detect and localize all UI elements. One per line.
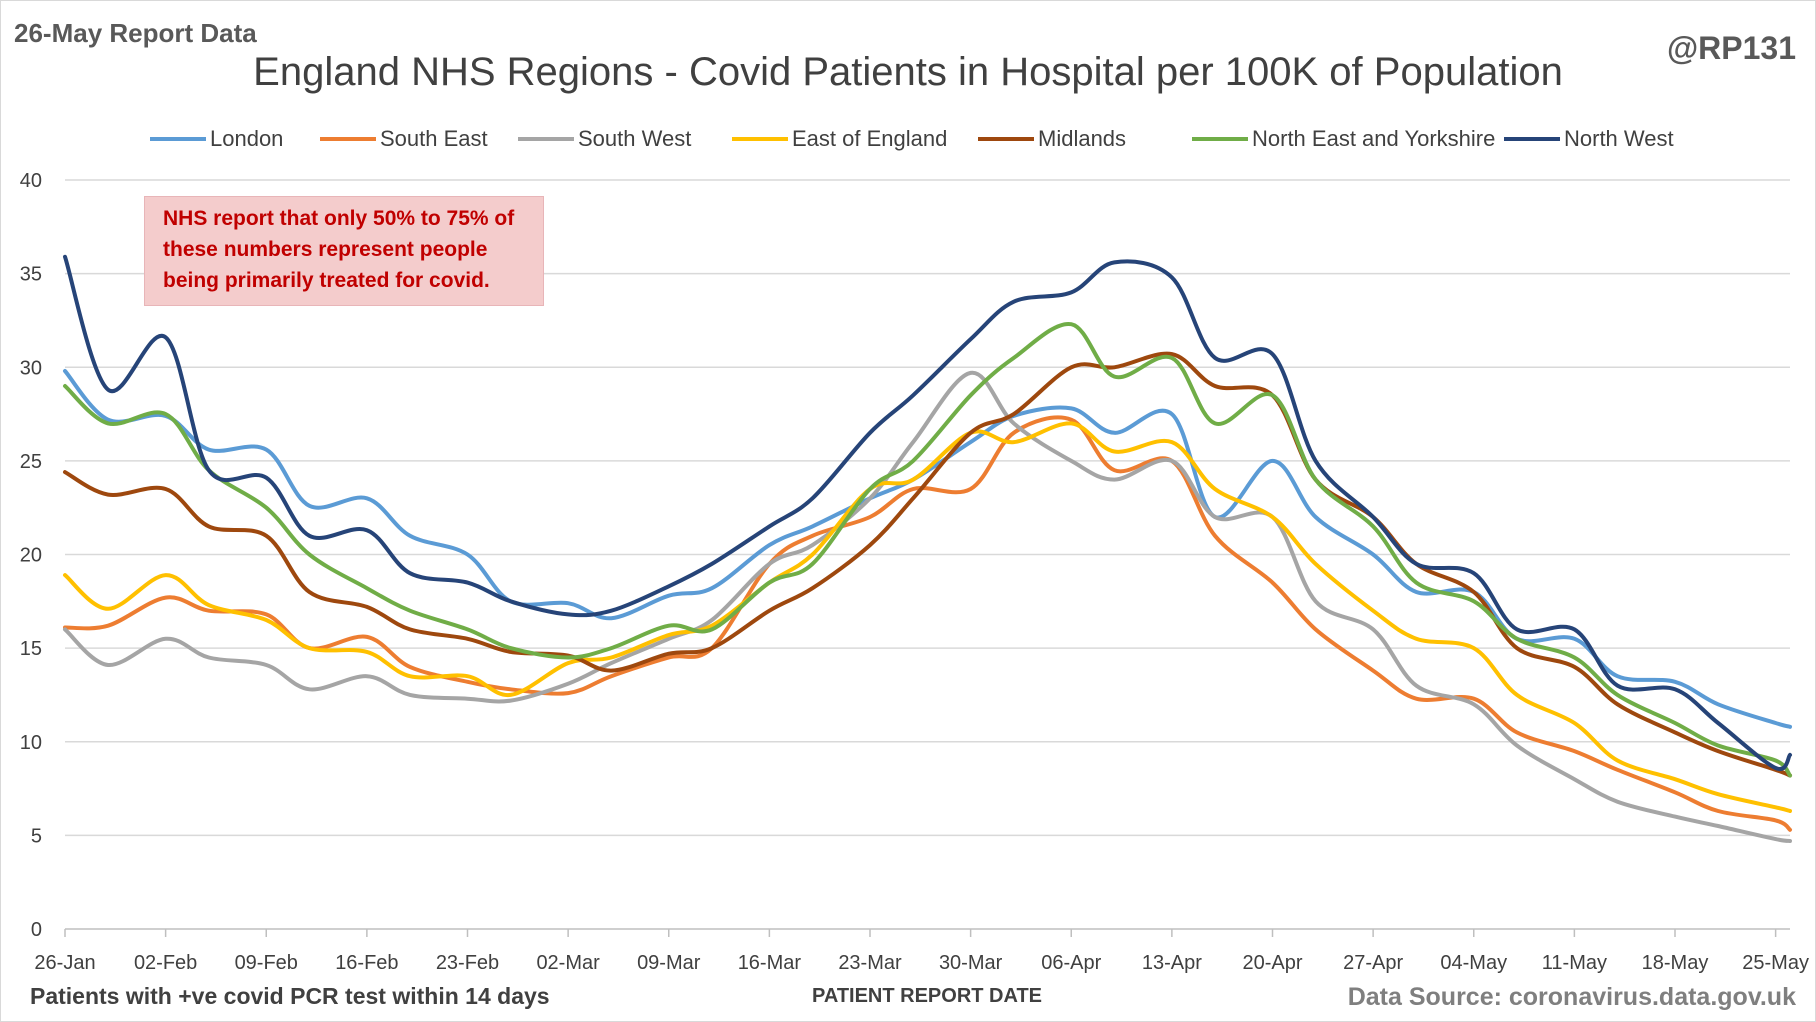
y-tick-label: 30 — [20, 357, 42, 379]
report-date-label: 26-May Report Data — [14, 18, 257, 48]
legend-item: South East — [320, 124, 488, 154]
x-tick-label: 13-Apr — [1142, 952, 1202, 974]
y-tick-label: 20 — [20, 545, 42, 567]
legend-label: East of England — [792, 126, 948, 151]
series-line-north-east-and-yorkshire — [63, 322, 1792, 778]
legend-label: South West — [578, 126, 692, 151]
y-tick-label: 40 — [20, 170, 42, 192]
legend-item: North East and Yorkshire — [1192, 124, 1495, 154]
y-tick-label: 5 — [31, 825, 42, 847]
series-lines — [63, 254, 1792, 843]
y-tick-label: 15 — [20, 638, 42, 660]
legend-label: South East — [380, 126, 488, 151]
series-line-south-east — [63, 415, 1792, 832]
y-tick-label: 10 — [20, 732, 42, 754]
chart-title: England NHS Regions - Covid Patients in … — [253, 50, 1563, 94]
x-tick-label: 23-Mar — [838, 952, 902, 974]
legend-item: East of England — [732, 124, 947, 154]
legend-swatch — [978, 137, 1034, 141]
legend-label: North East and Yorkshire — [1252, 126, 1496, 151]
legend-label: Midlands — [1038, 126, 1127, 151]
x-tick-label: 09-Mar — [637, 952, 701, 974]
legend-swatch — [732, 137, 788, 141]
annotation-line-3: being primarily treated for covid. — [163, 269, 490, 292]
legend-item: South West — [518, 124, 691, 154]
x-tick-label: 20-Apr — [1242, 952, 1302, 974]
legend-item: London — [150, 124, 283, 154]
x-tick-label: 27-Apr — [1343, 952, 1403, 974]
series-line-midlands — [63, 351, 1792, 778]
legend-swatch — [1192, 137, 1248, 141]
annotation-line-2: these numbers represent people — [163, 238, 488, 261]
author-handle: @RP131 — [1666, 30, 1796, 66]
annotation-box: NHS report that only 50% to 75% of these… — [144, 196, 544, 306]
legend: London South East South West East of Englan… — [0, 124, 1816, 154]
gridlines — [65, 179, 1790, 837]
legend-item: North West — [1504, 124, 1674, 154]
y-tick-label: 35 — [20, 264, 42, 286]
legend-item: Midlands — [978, 124, 1126, 154]
legend-swatch — [150, 137, 206, 141]
y-axis-ticks: 0 5 10 15 20 25 30 35 40 — [20, 170, 42, 941]
x-tick-label: 02-Feb — [134, 952, 197, 974]
legend-swatch — [518, 137, 574, 141]
legend-swatch — [320, 137, 376, 141]
x-tick-label: 23-Feb — [436, 952, 499, 974]
x-tick-label: 16-Feb — [335, 952, 398, 974]
x-tick-label: 09-Feb — [235, 952, 298, 974]
x-tick-label: 02-Mar — [536, 952, 600, 974]
footnote: Patients with +ve covid PCR test within … — [30, 983, 550, 1009]
series-line-south-west — [63, 370, 1792, 843]
series-line-north-west — [63, 254, 1792, 772]
annotation-line-1: NHS report that only 50% to 75% of — [163, 207, 515, 230]
series-line-east-of-england — [63, 421, 1792, 813]
x-tick-label: 06-Apr — [1041, 952, 1101, 974]
x-tick-label: 25-May — [1742, 952, 1809, 974]
legend-swatch — [1504, 137, 1560, 141]
data-source: Data Source: coronavirus.data.gov.uk — [1347, 983, 1796, 1011]
legend-label: North West — [1564, 126, 1674, 151]
x-tick-label: 11-May — [1542, 952, 1607, 974]
x-tick-label: 26-Jan — [34, 952, 95, 974]
x-axis: 26-Jan 02-Feb 09-Feb 16-Feb 23-Feb 02-Mar 09-M… — [34, 928, 1809, 974]
x-tick-label: 16-Mar — [738, 952, 802, 974]
y-tick-label: 25 — [20, 451, 42, 473]
x-tick-label: 04-May — [1440, 952, 1507, 974]
legend-label: London — [210, 126, 284, 151]
y-tick-label: 0 — [31, 919, 42, 941]
x-axis-title: PATIENT REPORT DATE — [812, 985, 1042, 1007]
x-tick-label: 30-Mar — [939, 952, 1003, 974]
x-tick-label: 18-May — [1642, 952, 1709, 974]
